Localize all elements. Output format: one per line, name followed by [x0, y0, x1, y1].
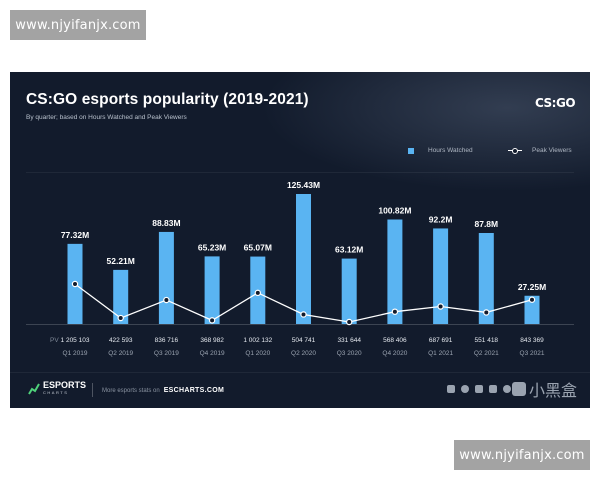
esports-charts-icon: [28, 383, 40, 395]
link-icon[interactable]: [503, 385, 511, 393]
bar-q2-2021: [478, 233, 494, 324]
peak-viewers-value: 422 593: [109, 337, 133, 344]
peak-viewers-point: [254, 289, 261, 297]
esports-brand-subtext: CHARTS: [43, 390, 69, 395]
peak-viewers-value: 1 205 103: [61, 337, 90, 344]
social-icons: [447, 385, 511, 393]
x-tick-label: Q2 2021: [474, 350, 499, 357]
peak-viewers-point: [117, 314, 124, 322]
peak-viewers-value: 331 644: [337, 337, 361, 344]
esports-charts-logo[interactable]: ESPORTS CHARTS: [28, 381, 86, 397]
twitter-icon[interactable]: [447, 385, 455, 393]
x-tick-label: Q3 2021: [520, 350, 545, 357]
bar-value-label: 87.8M: [474, 219, 498, 229]
bar-value-label: 77.32M: [61, 230, 89, 240]
footer-divider: [10, 372, 590, 373]
bar-value-label: 52.21M: [107, 256, 135, 266]
bar-q4-2020: [387, 219, 403, 324]
chart-panel: CS:GO esports popularity (2019-2021) By …: [10, 72, 590, 408]
footer-stats-text: More esports stats on ESCHARTS.COM: [102, 387, 224, 394]
bar-q2-2020: [296, 194, 311, 324]
bar-value-label: 63.12M: [335, 245, 363, 255]
peak-viewers-point: [208, 317, 216, 324]
background-glow: [260, 72, 590, 192]
peak-viewers-point: [300, 311, 307, 318]
legend-line-swatch: [508, 147, 522, 154]
legend-label-peak-viewers: Peak Viewers: [532, 147, 572, 154]
peak-viewers-value: 504 741: [292, 337, 316, 344]
x-tick-label: Q4 2020: [382, 350, 407, 357]
esports-brand-text: ESPORTS: [43, 380, 87, 390]
bar-q3-2019: [158, 231, 174, 324]
legend-divider: [26, 172, 574, 173]
legend-item-hours-watched: Hours Watched: [408, 147, 473, 154]
bar-value-label: 27.25M: [518, 282, 546, 292]
x-tick-label: Q3 2019: [154, 350, 179, 357]
peak-viewers-value: 843 369: [520, 337, 544, 344]
bar-value-label: 92.2M: [429, 214, 453, 224]
legend-label-hours-watched: Hours Watched: [428, 147, 473, 154]
chart-svg: 77.32M 1 205 103 Q1 2019 52.21M 422 593 Q2 20…: [26, 180, 574, 357]
bar-value-label: 65.23M: [198, 242, 226, 252]
watermark-top[interactable]: www.njyifanjx.com: [10, 10, 146, 40]
peak-viewers-value: 568 406: [383, 337, 407, 344]
peak-viewers-point: [163, 296, 170, 304]
facebook-icon[interactable]: [461, 385, 469, 393]
xiaoheihe-watermark: 小黑盒: [512, 377, 577, 401]
x-tick-label: Q1 2020: [245, 350, 270, 357]
bar-value-label: 65.07M: [244, 243, 272, 253]
peak-viewers-point: [346, 318, 353, 326]
peak-viewers-point: [391, 308, 399, 315]
bar-value-label: 88.83M: [152, 218, 180, 228]
bar-q4-2019: [204, 256, 220, 324]
peak-viewers-point: [71, 280, 79, 288]
peak-viewers-value: 551 418: [475, 337, 499, 344]
bar-q3-2021: [524, 295, 540, 324]
peak-viewers-value: 687 691: [429, 337, 453, 344]
peak-viewers-point: [437, 303, 444, 310]
bar-q2-2019: [113, 269, 129, 324]
footer-site-link[interactable]: ESCHARTS.COM: [163, 387, 225, 394]
x-tick-label: Q2 2020: [291, 350, 316, 357]
x-tick-label: Q2 2019: [108, 350, 133, 357]
pv-row-label: PV: [50, 337, 59, 344]
x-tick-label: Q3 2020: [337, 350, 362, 357]
email-icon[interactable]: [489, 385, 497, 393]
footer-separator: [92, 383, 93, 397]
chart-subtitle: By quarter; based on Hours Watched and P…: [26, 114, 187, 121]
bar-value-label: 100.82M: [378, 206, 411, 216]
x-tick-label: Q4 2019: [200, 350, 225, 357]
bar-q3-2020: [341, 258, 357, 324]
legend-item-peak-viewers: Peak Viewers: [508, 147, 572, 154]
bar-value-label: 125.43M: [287, 180, 320, 190]
x-tick-label: Q1 2019: [63, 350, 88, 357]
xiaoheihe-icon: [512, 382, 526, 396]
peak-viewers-value: 368 982: [200, 337, 224, 344]
bar-q1-2021: [433, 228, 449, 324]
peak-viewers-point: [528, 296, 536, 303]
legend-bar-swatch: [408, 147, 414, 154]
peak-viewers-value: 1 002 132: [243, 337, 272, 344]
peak-viewers-point: [483, 309, 490, 316]
x-tick-label: Q1 2021: [428, 350, 453, 357]
instagram-icon[interactable]: [475, 385, 483, 393]
peak-viewers-value: 836 716: [155, 337, 179, 344]
chart-title: CS:GO esports popularity (2019-2021): [26, 91, 309, 108]
footer-stats-label: More esports stats on: [102, 388, 160, 394]
watermark-bottom[interactable]: www.njyifanjx.com: [454, 440, 590, 470]
xiaoheihe-text: 小黑盒: [529, 381, 578, 400]
csgo-logo: CS:GO: [535, 96, 576, 110]
